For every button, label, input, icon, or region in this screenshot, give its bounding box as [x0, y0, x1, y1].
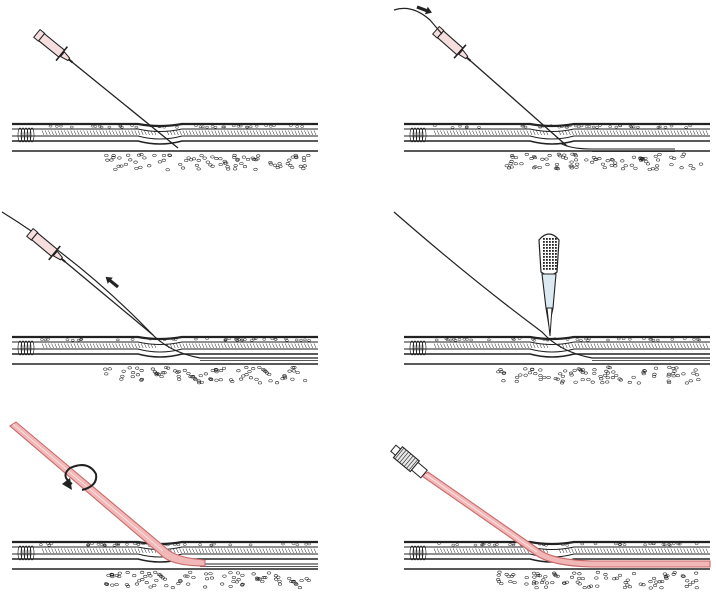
- fat-cell-dots: [48, 124, 311, 172]
- barrel-flange: [55, 46, 69, 62]
- vessel-wall-top: [12, 558, 318, 563]
- tissue-cross-section: [12, 122, 318, 172]
- scalpel-blade-tip: [546, 307, 553, 337]
- vessel-wall-top: [404, 353, 710, 358]
- subcutis-line: [404, 135, 710, 140]
- vessel-cut-end: [17, 340, 35, 356]
- fat-cell-dots: [434, 337, 702, 385]
- fat-cell-dots: [40, 337, 312, 385]
- barrel-flange: [48, 245, 61, 261]
- scalpel-grip-pattern: [543, 238, 557, 270]
- skin-surface-line: [404, 335, 710, 341]
- hub-tip: [68, 58, 74, 64]
- dermis-line: [12, 341, 318, 345]
- hub-body: [410, 461, 428, 479]
- step-5-catheter-rotation-panel: [9, 421, 318, 590]
- vessel-cut-end: [17, 127, 35, 143]
- rotation-arrow: [62, 464, 98, 491]
- withdraw-arrow: [105, 276, 120, 289]
- needle-shaft: [70, 60, 179, 149]
- syringe-barrel: [30, 232, 59, 258]
- skin-surface-line: [12, 335, 318, 341]
- needle-hub: [52, 250, 64, 261]
- tissue-cross-section: [404, 335, 710, 385]
- subcutis-line: [404, 348, 710, 353]
- subcutis-line: [12, 348, 318, 353]
- vessel-wall-top: [404, 140, 710, 145]
- guidewire: [393, 211, 710, 359]
- syringe-body: [431, 25, 568, 147]
- guidewire-proximal: [393, 7, 443, 35]
- syringe-with-needle: [33, 28, 179, 149]
- step-1-needle-insertion-panel: [12, 28, 318, 172]
- hub-tip: [466, 56, 472, 62]
- skin-surface-line: [404, 122, 710, 128]
- advance-arrow: [416, 5, 432, 15]
- hub-cap: [390, 444, 402, 456]
- dermis-hatch-texture: [433, 130, 709, 136]
- fat-cell-dots: [437, 542, 699, 590]
- dermis-line: [12, 128, 318, 132]
- dermis-hatch-texture: [433, 343, 709, 349]
- fat-cell-dots: [39, 542, 312, 590]
- syringe-body: [26, 227, 154, 336]
- skin-surface-line: [404, 540, 710, 546]
- guidewire-in-vessel: [559, 142, 675, 150]
- dermis-hatch-texture: [41, 130, 317, 136]
- vessel-cut-end: [409, 545, 427, 561]
- scalpel: [538, 233, 560, 337]
- needle-shaft: [468, 58, 568, 147]
- syringe-barrel: [37, 32, 66, 58]
- dermis-line: [404, 341, 710, 345]
- step-2-guidewire-advance-panel: [393, 5, 710, 171]
- subcutis-line: [12, 553, 318, 558]
- dermis-hatch-texture: [433, 548, 709, 554]
- tissue-cross-section: [12, 335, 318, 385]
- vessel-cut-end: [17, 545, 35, 561]
- step-3-needle-withdrawal-panel: [1, 211, 318, 385]
- fat-cell-dots: [432, 124, 704, 171]
- dermis-hatch-texture: [41, 343, 317, 349]
- needle-hub: [59, 51, 71, 62]
- hub-tip: [60, 257, 66, 263]
- syringe-with-needle: [431, 25, 568, 147]
- vessel-cut-end: [409, 340, 427, 356]
- syringe-body: [33, 28, 179, 149]
- dermis-line: [404, 546, 710, 550]
- vessel-wall-top: [12, 140, 318, 145]
- subcutis-line: [12, 135, 318, 140]
- dermis-hatch-texture: [41, 548, 317, 554]
- catheter: [421, 471, 711, 568]
- vessel-wall-top: [12, 353, 318, 358]
- tissue-cross-section: [404, 122, 710, 171]
- needle-hub: [457, 49, 469, 60]
- catheter-highlight: [424, 473, 538, 553]
- needle-shaft: [63, 260, 154, 336]
- skin-surface-line: [12, 540, 318, 546]
- catheter-hub: [390, 444, 428, 479]
- dilator-catheter: [9, 421, 206, 567]
- vessel-cut-end: [409, 127, 427, 143]
- barrel-flange: [453, 44, 467, 59]
- step-4-scalpel-nick-panel: [393, 211, 710, 385]
- dermis-line: [404, 128, 710, 132]
- step-6-catheter-in-place-panel: [390, 444, 711, 590]
- syringe-with-needle: [26, 227, 154, 336]
